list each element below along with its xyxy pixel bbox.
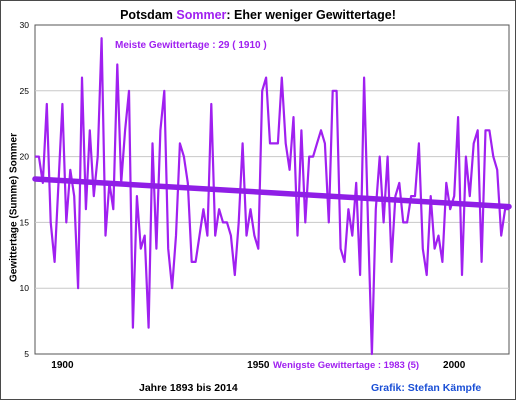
title-part2: : Eher weniger Gewittertage!: [226, 8, 396, 22]
y-tick-10: 10: [20, 283, 30, 293]
footer-credit: Grafik: Stefan Kämpfe: [371, 382, 482, 394]
title-highlight: Sommer: [176, 8, 227, 22]
footer-years: Jahre 1893 bis 2014: [139, 382, 238, 394]
trend-line: [32, 176, 512, 210]
title-part1: Potsdam: [120, 8, 173, 22]
y-axis-label: Gewittertage (Summe) Sommer: [8, 133, 20, 282]
y-tick-20: 20: [20, 152, 30, 162]
chart-title: Potsdam Sommer: Eher weniger Gewittertag…: [0, 8, 516, 22]
annotation-max: Meiste Gewittertage : 29 ( 1910 ): [115, 40, 267, 51]
y-tick-15: 15: [20, 217, 30, 227]
plot-area: [34, 24, 510, 355]
annotation-min: Wenigste Gewittertage : 1983 (5): [273, 360, 419, 371]
y-tick-5: 5: [24, 349, 29, 359]
x-tick-1900: 1900: [51, 360, 74, 371]
y-tick-25: 25: [20, 86, 30, 96]
x-tick-2000: 2000: [443, 360, 466, 371]
x-tick-1950: 1950: [247, 360, 270, 371]
y-tick-30: 30: [20, 20, 30, 30]
